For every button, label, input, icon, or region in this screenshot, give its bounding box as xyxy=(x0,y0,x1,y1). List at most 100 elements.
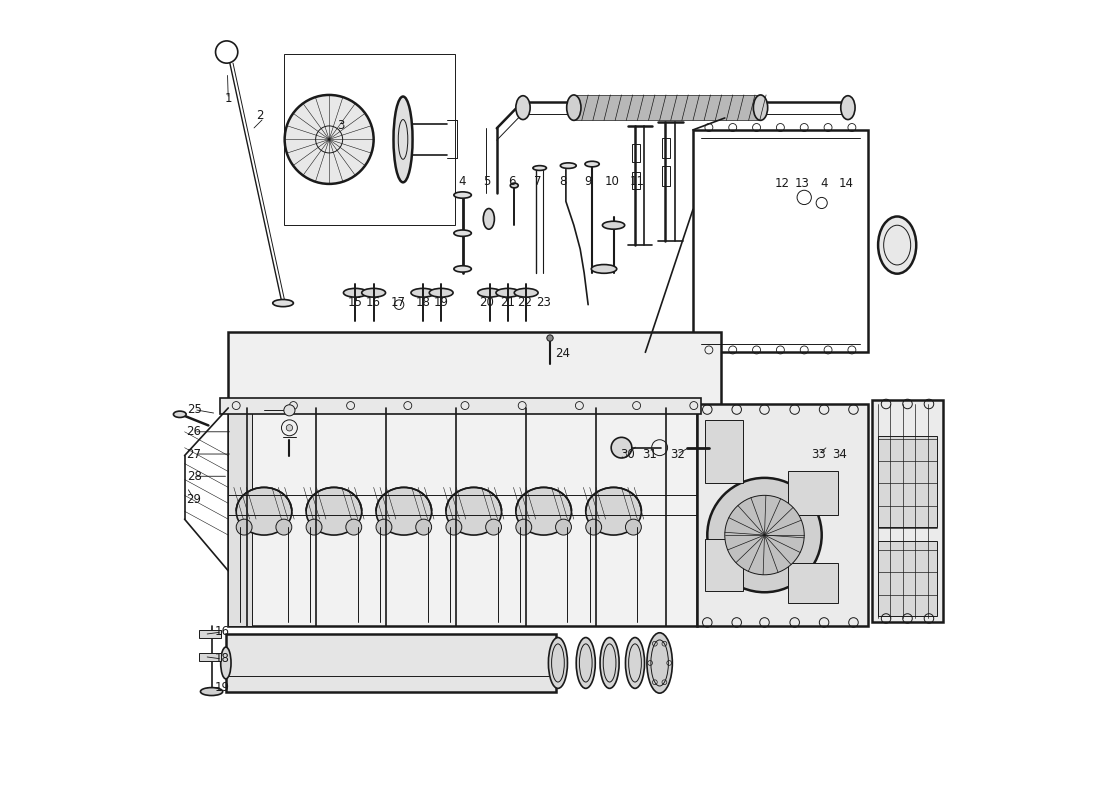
Ellipse shape xyxy=(840,96,855,119)
Ellipse shape xyxy=(532,166,547,170)
Text: 17: 17 xyxy=(390,296,406,309)
Ellipse shape xyxy=(754,95,768,120)
Ellipse shape xyxy=(306,487,362,535)
Ellipse shape xyxy=(483,209,494,229)
Ellipse shape xyxy=(549,638,568,688)
Bar xyxy=(878,541,937,616)
Ellipse shape xyxy=(647,633,672,693)
Circle shape xyxy=(376,519,392,535)
Bar xyxy=(226,634,556,691)
Ellipse shape xyxy=(515,288,538,297)
Ellipse shape xyxy=(454,192,472,198)
Text: 4: 4 xyxy=(821,178,828,190)
Bar xyxy=(662,166,670,186)
Circle shape xyxy=(416,519,431,535)
Text: 29: 29 xyxy=(187,493,201,506)
Ellipse shape xyxy=(376,487,431,535)
Bar xyxy=(872,400,944,622)
Bar xyxy=(199,653,221,661)
Text: eurospares: eurospares xyxy=(427,548,673,586)
Ellipse shape xyxy=(516,96,530,119)
Circle shape xyxy=(345,519,362,535)
Bar xyxy=(705,539,744,590)
Text: 34: 34 xyxy=(832,447,847,461)
Text: 13: 13 xyxy=(794,178,810,190)
Text: 32: 32 xyxy=(670,447,684,461)
Ellipse shape xyxy=(592,265,617,274)
Bar xyxy=(705,420,744,483)
Text: 21: 21 xyxy=(500,296,516,309)
Text: 12: 12 xyxy=(774,178,790,190)
Ellipse shape xyxy=(550,647,561,679)
Text: 19: 19 xyxy=(433,296,449,309)
Text: 18: 18 xyxy=(214,653,229,666)
Circle shape xyxy=(306,519,322,535)
Text: 24: 24 xyxy=(556,347,570,361)
Bar xyxy=(229,333,720,408)
Text: 20: 20 xyxy=(478,296,494,309)
Text: 9: 9 xyxy=(584,175,592,188)
Circle shape xyxy=(516,519,531,535)
Circle shape xyxy=(556,519,572,535)
Ellipse shape xyxy=(560,163,576,169)
Bar xyxy=(662,138,670,158)
Text: 18: 18 xyxy=(416,296,430,309)
Text: 26: 26 xyxy=(187,426,201,438)
Text: 33: 33 xyxy=(811,447,826,461)
Ellipse shape xyxy=(566,95,581,120)
Circle shape xyxy=(446,519,462,535)
Circle shape xyxy=(612,438,631,458)
Text: 16: 16 xyxy=(366,296,381,309)
Ellipse shape xyxy=(626,638,645,688)
Ellipse shape xyxy=(586,487,641,535)
Bar xyxy=(697,404,868,626)
Circle shape xyxy=(284,405,295,416)
Ellipse shape xyxy=(343,288,367,297)
Ellipse shape xyxy=(221,647,231,679)
Text: 11: 11 xyxy=(630,175,645,188)
Circle shape xyxy=(236,519,252,535)
Bar xyxy=(693,130,868,352)
Ellipse shape xyxy=(878,217,916,274)
Ellipse shape xyxy=(236,487,292,535)
Ellipse shape xyxy=(510,183,518,188)
Bar xyxy=(229,404,697,626)
Text: 8: 8 xyxy=(559,175,566,188)
Circle shape xyxy=(486,519,502,535)
Bar xyxy=(284,54,454,226)
Ellipse shape xyxy=(477,288,502,297)
Ellipse shape xyxy=(446,487,502,535)
Text: 23: 23 xyxy=(536,296,551,309)
Text: 31: 31 xyxy=(642,447,657,461)
Text: 15: 15 xyxy=(348,296,363,309)
Text: 16: 16 xyxy=(214,626,230,638)
Ellipse shape xyxy=(496,288,520,297)
Text: 10: 10 xyxy=(605,175,619,188)
Ellipse shape xyxy=(394,97,412,182)
Bar xyxy=(631,144,640,162)
Ellipse shape xyxy=(601,638,619,688)
Ellipse shape xyxy=(362,288,386,297)
Circle shape xyxy=(285,95,374,184)
Text: 6: 6 xyxy=(508,175,516,188)
Text: 1: 1 xyxy=(224,93,232,106)
Circle shape xyxy=(585,519,602,535)
Ellipse shape xyxy=(454,230,472,236)
Bar xyxy=(631,172,640,190)
Circle shape xyxy=(276,519,292,535)
Circle shape xyxy=(707,478,822,592)
Bar xyxy=(878,436,937,527)
Ellipse shape xyxy=(454,266,472,272)
Circle shape xyxy=(626,519,641,535)
Text: 19: 19 xyxy=(214,681,230,694)
Ellipse shape xyxy=(576,638,595,688)
Text: 30: 30 xyxy=(620,447,635,461)
Text: 28: 28 xyxy=(187,470,201,482)
Text: 7: 7 xyxy=(534,175,541,188)
Bar xyxy=(199,630,221,638)
Bar xyxy=(574,95,760,120)
Bar xyxy=(220,398,701,414)
Ellipse shape xyxy=(603,222,625,229)
Circle shape xyxy=(547,335,553,342)
Bar xyxy=(229,404,252,626)
